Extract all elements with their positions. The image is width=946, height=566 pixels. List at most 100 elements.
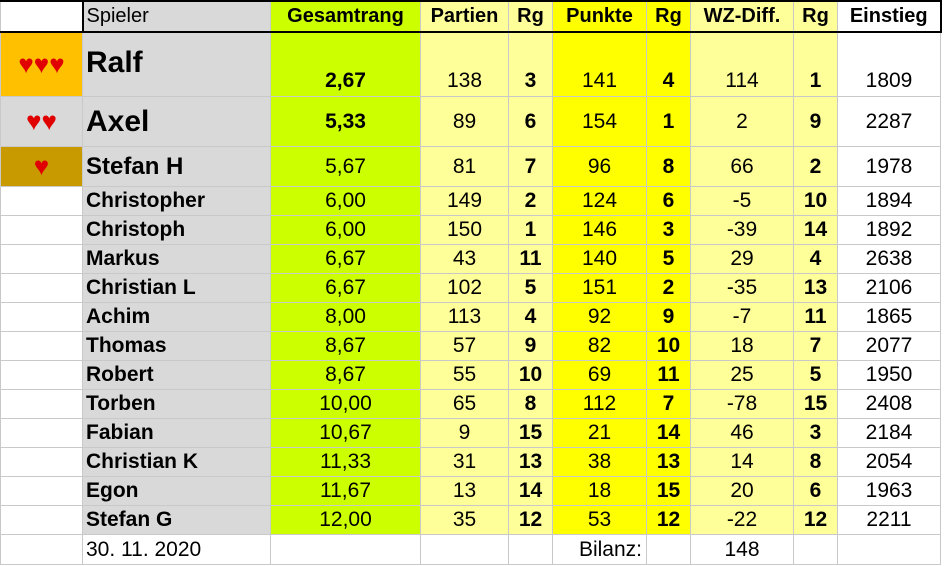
rg-punkte-cell[interactable]: 3 <box>646 215 691 245</box>
gesamtrang-cell[interactable]: 10,67 <box>270 418 421 448</box>
hearts-cell[interactable] <box>0 244 83 274</box>
rg-partien-cell[interactable]: 7 <box>508 146 553 187</box>
einstieg-cell[interactable]: 2184 <box>837 418 941 448</box>
player-name-cell[interactable]: Ralf <box>82 31 271 97</box>
gesamtrang-cell[interactable]: 11,67 <box>270 476 421 506</box>
player-name-cell[interactable]: Christoph <box>82 215 271 245</box>
punkte-cell[interactable]: 38 <box>552 447 647 477</box>
einstieg-cell[interactable]: 2211 <box>837 505 941 535</box>
punkte-cell[interactable]: 21 <box>552 418 647 448</box>
gesamtrang-cell[interactable]: 10,00 <box>270 389 421 419</box>
wz-diff-cell[interactable]: -39 <box>690 215 794 245</box>
einstieg-cell[interactable]: 1950 <box>837 360 941 390</box>
rg-wz-cell[interactable]: 14 <box>793 215 838 245</box>
player-name-cell[interactable]: Markus <box>82 244 271 274</box>
rg-punkte-cell[interactable]: 11 <box>646 360 691 390</box>
rg-punkte-cell[interactable]: 10 <box>646 331 691 361</box>
player-name-cell[interactable]: Stefan H <box>82 146 271 187</box>
footer-blank-cell[interactable] <box>837 534 941 565</box>
partien-cell[interactable]: 13 <box>420 476 509 506</box>
gesamtrang-cell[interactable]: 11,33 <box>270 447 421 477</box>
wz-diff-cell[interactable]: 66 <box>690 146 794 187</box>
partien-cell[interactable]: 55 <box>420 360 509 390</box>
partien-cell[interactable]: 35 <box>420 505 509 535</box>
partien-cell[interactable]: 9 <box>420 418 509 448</box>
player-name-cell[interactable]: Christopher <box>82 186 271 216</box>
footer-blank-cell[interactable] <box>793 534 838 565</box>
wz-diff-cell[interactable]: -5 <box>690 186 794 216</box>
punkte-cell[interactable]: 124 <box>552 186 647 216</box>
gesamtrang-cell[interactable]: 12,00 <box>270 505 421 535</box>
einstieg-cell[interactable]: 2077 <box>837 331 941 361</box>
partien-cell[interactable]: 57 <box>420 331 509 361</box>
partien-cell[interactable]: 149 <box>420 186 509 216</box>
header-blank-cell[interactable] <box>0 0 83 33</box>
heart-icon-cell[interactable]: ♥♥ <box>0 96 83 147</box>
punkte-cell[interactable]: 82 <box>552 331 647 361</box>
rg-punkte-cell[interactable]: 8 <box>646 146 691 187</box>
header-rg-wz[interactable]: Rg <box>793 0 838 33</box>
einstieg-cell[interactable]: 1894 <box>837 186 941 216</box>
rg-wz-cell[interactable]: 2 <box>793 146 838 187</box>
wz-diff-cell[interactable]: 46 <box>690 418 794 448</box>
partien-cell[interactable]: 65 <box>420 389 509 419</box>
wz-diff-cell[interactable]: 20 <box>690 476 794 506</box>
player-name-cell[interactable]: Christian K <box>82 447 271 477</box>
einstieg-cell[interactable]: 1865 <box>837 302 941 332</box>
punkte-cell[interactable]: 151 <box>552 273 647 303</box>
hearts-cell[interactable] <box>0 186 83 216</box>
wz-diff-cell[interactable]: 25 <box>690 360 794 390</box>
wz-diff-cell[interactable]: 18 <box>690 331 794 361</box>
header-einstieg[interactable]: Einstieg <box>837 0 942 33</box>
rg-partien-cell[interactable]: 15 <box>508 418 553 448</box>
header-wz-diff[interactable]: WZ-Diff. <box>690 0 794 33</box>
date-cell[interactable]: 30. 11. 2020 <box>82 534 271 565</box>
rg-punkte-cell[interactable]: 2 <box>646 273 691 303</box>
punkte-cell[interactable]: 96 <box>552 146 647 187</box>
hearts-cell[interactable] <box>0 447 83 477</box>
rg-wz-cell[interactable]: 12 <box>793 505 838 535</box>
rg-partien-cell[interactable]: 10 <box>508 360 553 390</box>
partien-cell[interactable]: 31 <box>420 447 509 477</box>
hearts-cell[interactable] <box>0 476 83 506</box>
hearts-cell[interactable] <box>0 215 83 245</box>
rg-wz-cell[interactable]: 7 <box>793 331 838 361</box>
einstieg-cell[interactable]: 1809 <box>837 31 941 97</box>
rg-punkte-cell[interactable]: 5 <box>646 244 691 274</box>
hearts-cell[interactable] <box>0 302 83 332</box>
wz-diff-cell[interactable]: -7 <box>690 302 794 332</box>
hearts-cell[interactable] <box>0 273 83 303</box>
hearts-cell[interactable] <box>0 389 83 419</box>
player-name-cell[interactable]: Axel <box>82 96 271 147</box>
gesamtrang-cell[interactable]: 8,67 <box>270 331 421 361</box>
rg-punkte-cell[interactable]: 14 <box>646 418 691 448</box>
einstieg-cell[interactable]: 1963 <box>837 476 941 506</box>
partien-cell[interactable]: 113 <box>420 302 509 332</box>
rg-wz-cell[interactable]: 9 <box>793 96 838 147</box>
gesamtrang-cell[interactable]: 8,67 <box>270 360 421 390</box>
footer-blank-cell[interactable] <box>646 534 691 565</box>
bilanz-label[interactable]: Bilanz: <box>552 534 647 565</box>
rg-punkte-cell[interactable]: 4 <box>646 31 691 97</box>
einstieg-cell[interactable]: 2638 <box>837 244 941 274</box>
wz-diff-cell[interactable]: -22 <box>690 505 794 535</box>
hearts-cell[interactable] <box>0 505 83 535</box>
footer-blank-cell[interactable] <box>420 534 509 565</box>
gesamtrang-cell[interactable]: 6,00 <box>270 215 421 245</box>
rg-punkte-cell[interactable]: 7 <box>646 389 691 419</box>
wz-diff-cell[interactable]: 14 <box>690 447 794 477</box>
rg-punkte-cell[interactable]: 15 <box>646 476 691 506</box>
footer-blank-cell[interactable] <box>270 534 421 565</box>
gesamtrang-cell[interactable]: 2,67 <box>270 31 421 97</box>
rg-punkte-cell[interactable]: 12 <box>646 505 691 535</box>
gesamtrang-cell[interactable]: 6,67 <box>270 273 421 303</box>
punkte-cell[interactable]: 154 <box>552 96 647 147</box>
rg-partien-cell[interactable]: 1 <box>508 215 553 245</box>
hearts-cell[interactable] <box>0 360 83 390</box>
player-name-cell[interactable]: Fabian <box>82 418 271 448</box>
rg-punkte-cell[interactable]: 9 <box>646 302 691 332</box>
punkte-cell[interactable]: 18 <box>552 476 647 506</box>
einstieg-cell[interactable]: 2054 <box>837 447 941 477</box>
rg-partien-cell[interactable]: 9 <box>508 331 553 361</box>
heart-icon-cell[interactable]: ♥♥♥ <box>0 31 83 97</box>
